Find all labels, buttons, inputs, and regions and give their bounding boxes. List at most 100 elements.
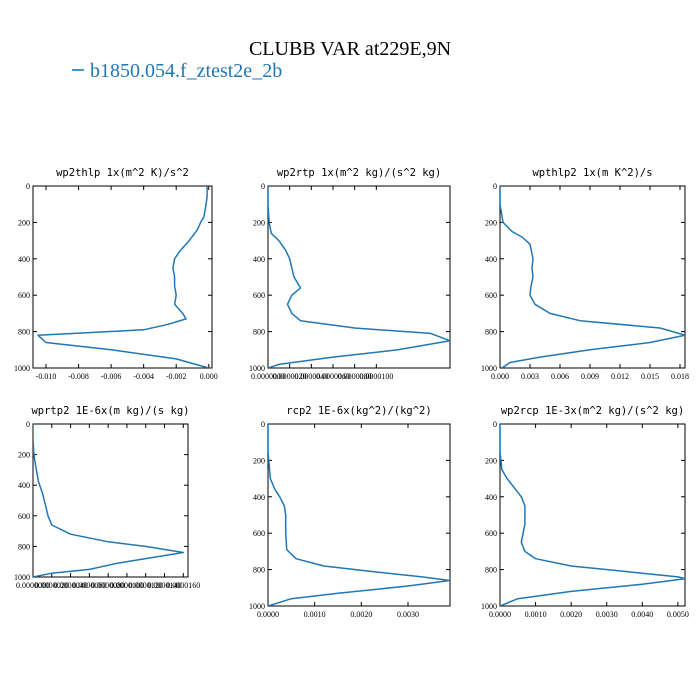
y-tick-label: 600 [253, 291, 265, 300]
y-tick-label: 400 [485, 493, 497, 502]
panels: wp2thlp 1x(m^2 K)/s^2 0 200 400 600 800 1000 -0… [14, 167, 689, 619]
x-tick-label: 0.012 [611, 372, 629, 381]
y-tick-label: 200 [253, 456, 265, 465]
x-tick-label: 0.0000000 [16, 581, 50, 590]
x-tick-label: 0.0000060 [316, 372, 350, 381]
y-tick-label: 800 [485, 566, 497, 575]
y-tick-label: 1000 [481, 364, 497, 373]
panel-title: wprtp2 1E-6x(m kg)/(s kg) [31, 405, 189, 417]
x-tick-label: 0.0000060 [72, 581, 106, 590]
x-tick-label: -0.008 [68, 372, 89, 381]
y-tick-label: 1000 [249, 364, 265, 373]
plot-frame [32, 185, 213, 369]
panel-2: wp2rtp 1x(m^2 kg)/(s^2 kg) 0 200 400 600 800 1… [249, 167, 451, 381]
y-tick-label: 800 [485, 328, 497, 337]
x-tick-label: 0.0000160 [166, 581, 200, 590]
series-line [268, 186, 450, 368]
x-tick-label: 0.009 [581, 372, 599, 381]
series-line [33, 424, 185, 577]
y-tick-label: 0 [261, 420, 265, 429]
series-line [500, 424, 685, 606]
series-line [37, 186, 209, 368]
legend-label: b1850.054.f_ztest2e_2b [90, 60, 282, 82]
y-tick-label: 200 [18, 218, 30, 227]
plot-frame [499, 423, 686, 607]
panel-1: wp2thlp 1x(m^2 K)/s^2 0 200 400 600 800 1000 -0… [14, 167, 218, 381]
series-line [268, 424, 450, 606]
y-tick-label: 200 [18, 451, 30, 460]
plot-frame [267, 185, 451, 369]
panel-title: wp2rcp 1E-3x(m^2 kg)/(s^2 kg) [501, 405, 684, 417]
panel-4: wprtp2 1E-6x(m kg)/(s kg)0 200 400 600 800 10… [14, 405, 200, 590]
x-tick-label: -0.006 [101, 372, 122, 381]
y-tick-label: 400 [18, 481, 30, 490]
y-tick-label: 800 [253, 566, 265, 575]
x-tick-label: 0.015 [641, 372, 659, 381]
panel-title: rcp2 1E-6x(kg^2)/(kg^2) [286, 405, 431, 417]
plot-frame [499, 185, 686, 369]
x-tick-label: 0.0040 [631, 610, 653, 619]
x-tick-label: -0.004 [133, 372, 154, 381]
x-tick-label: 0.0000140 [148, 581, 182, 590]
x-tick-label: 0.0010 [304, 610, 326, 619]
y-tick-label: 800 [18, 328, 30, 337]
y-tick-label: 800 [18, 542, 30, 551]
panel-3: wpthlp2 1x(m K^2)/s020040060080010000.00… [481, 167, 689, 381]
x-tick-label: 0.0020 [350, 610, 372, 619]
y-tick-label: 600 [485, 291, 497, 300]
x-tick-label: 0.0010 [525, 610, 547, 619]
y-tick-label: 400 [18, 255, 30, 264]
x-tick-label: 0.0000040 [54, 581, 88, 590]
x-tick-label: 0.0000020 [35, 581, 69, 590]
x-tick-label: 0.0000000 [251, 372, 285, 381]
x-tick-label: 0.0030 [596, 610, 618, 619]
y-tick-label: 1000 [249, 602, 265, 611]
y-tick-label: 200 [485, 218, 497, 227]
panel-title: wp2rtp 1x(m^2 kg)/(s^2 kg) [277, 167, 441, 179]
y-tick-label: 0 [26, 420, 30, 429]
x-tick-label: 0.0000080 [91, 581, 125, 590]
y-tick-label: 400 [253, 493, 265, 502]
y-tick-label: 600 [253, 529, 265, 538]
y-tick-label: 1000 [481, 602, 497, 611]
x-tick-label: 0.0000 [489, 610, 511, 619]
x-tick-label: 0.0000100 [359, 372, 393, 381]
x-tick-label: 0.018 [671, 372, 689, 381]
y-tick-label: 200 [485, 456, 497, 465]
plot-frame [32, 423, 189, 578]
y-tick-label: 200 [253, 218, 265, 227]
y-tick-label: 600 [485, 529, 497, 538]
panel-title: wpthlp2 1x(m K^2)/s [532, 167, 652, 179]
y-tick-label: 1000 [14, 364, 30, 373]
y-tick-label: 0 [261, 182, 265, 191]
y-tick-label: 600 [18, 512, 30, 521]
x-tick-label: 0.0000120 [129, 581, 163, 590]
x-tick-label: 0.0000100 [110, 581, 144, 590]
y-tick-label: 600 [18, 291, 30, 300]
x-tick-label: 0.000 [200, 372, 218, 381]
x-tick-label: 0.0000020 [273, 372, 307, 381]
x-tick-label: 0.0000080 [338, 372, 372, 381]
y-tick-label: 0 [493, 182, 497, 191]
x-tick-label: 0.006 [551, 372, 569, 381]
x-tick-label: 0.0000040 [294, 372, 328, 381]
x-tick-label: 0.0050 [667, 610, 689, 619]
x-tick-label: -0.002 [166, 372, 187, 381]
figure-legend: b1850.054.f_ztest2e_2b [72, 60, 282, 82]
x-tick-label: 0.0030 [397, 610, 419, 619]
y-tick-label: 1000 [14, 573, 30, 582]
y-tick-label: 800 [253, 328, 265, 337]
panel-5: rcp2 1E-6x(kg^2)/(kg^2) 0 200 400 600 800 1000… [249, 405, 451, 619]
y-tick-label: 400 [253, 255, 265, 264]
x-tick-label: 0.0000 [257, 610, 279, 619]
figure-title: CLUBB VAR at229E,9N [249, 38, 451, 60]
panel-title: wp2thlp 1x(m^2 K)/s^2 [56, 167, 189, 179]
plot-frame [267, 423, 451, 607]
x-tick-label: 0.000 [491, 372, 509, 381]
y-tick-label: 400 [485, 255, 497, 264]
y-tick-label: 0 [493, 420, 497, 429]
panel-6: wp2rcp 1E-3x(m^2 kg)/(s^2 kg) 0 200 400 600 8… [481, 405, 689, 619]
x-tick-label: -0.010 [36, 372, 57, 381]
x-tick-label: 0.0020 [560, 610, 582, 619]
